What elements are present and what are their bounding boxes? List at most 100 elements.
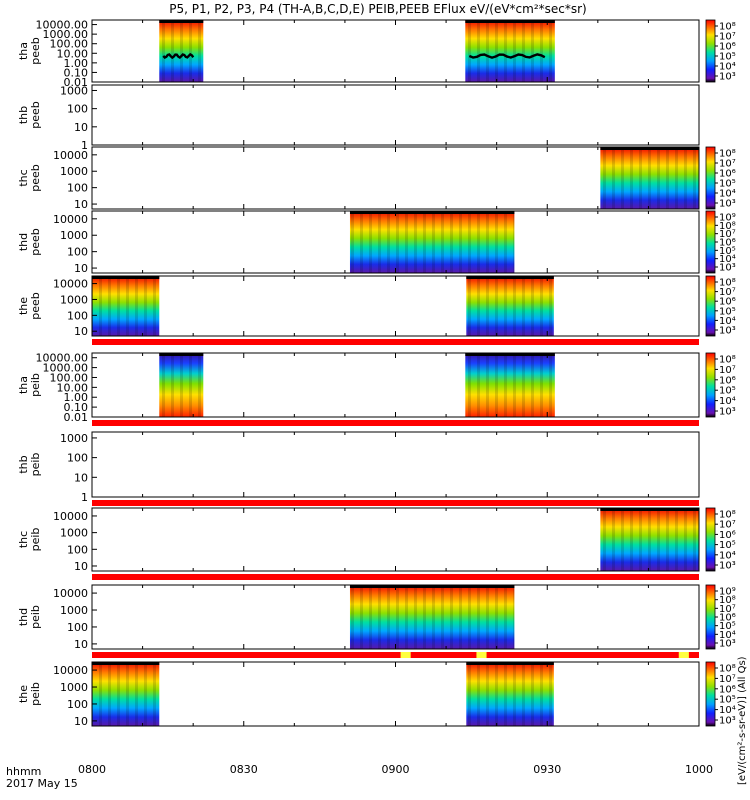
y-tick-label: 100 bbox=[67, 543, 88, 556]
panel-probe-label: thb bbox=[17, 455, 30, 473]
y-tick-label: 100.00 bbox=[50, 38, 89, 51]
colorbar-tick-label: 10⁶ bbox=[719, 375, 736, 386]
colorbar-tick-label: 10⁸ bbox=[719, 510, 736, 521]
colorbar-tick-label: 10⁴ bbox=[719, 316, 736, 327]
spectrogram-top-edge-1 bbox=[466, 662, 554, 665]
colorbar bbox=[705, 146, 716, 210]
y-tick-label: 100 bbox=[67, 103, 88, 116]
y-tick-label: 100 bbox=[67, 452, 88, 465]
y-tick-label: 1000 bbox=[60, 681, 88, 694]
spectrogram-texture-1 bbox=[465, 353, 555, 417]
colorbar bbox=[705, 19, 716, 83]
spectrogram-texture-0 bbox=[159, 20, 204, 82]
y-tick-label: 1000 bbox=[60, 229, 88, 242]
x-tick-label-0800: 0800 bbox=[78, 763, 106, 776]
panel-probe-label: thc bbox=[17, 169, 30, 186]
panel-instrument-label: peib bbox=[29, 453, 42, 477]
colorbar-tick-label: 10⁵ bbox=[719, 621, 736, 632]
colorbar-tick-label: 10⁶ bbox=[719, 42, 736, 53]
colorbar-tick-label: 10⁶ bbox=[719, 530, 736, 541]
colorbar-tick-label: 10³ bbox=[719, 326, 736, 337]
y-tick-label: 100 bbox=[67, 246, 88, 259]
y-tick-label: 1000.00 bbox=[43, 362, 89, 375]
colorbar bbox=[705, 584, 716, 650]
colorbar-tick-label: 10³ bbox=[719, 639, 736, 650]
x-tick-label-1000: 1000 bbox=[685, 763, 713, 776]
y-tick-label: 1000 bbox=[60, 165, 88, 178]
panel-probe-label: the bbox=[17, 297, 30, 315]
colorbar-tick-label: 10³ bbox=[719, 199, 736, 210]
y-tick-label: 10000 bbox=[53, 213, 88, 226]
y-tick-label: 0.10 bbox=[64, 66, 89, 79]
panel-instrument-label: peib bbox=[29, 373, 42, 397]
y-tick-label: 10000.00 bbox=[36, 352, 89, 365]
status-bar bbox=[92, 652, 699, 658]
colorbar-tick-label: 10⁵ bbox=[719, 386, 736, 397]
colorbar-tick-label: 10⁷ bbox=[719, 365, 736, 376]
spectrogram-top-edge-0 bbox=[92, 276, 160, 279]
colorbar-tick-label: 10⁴ bbox=[719, 630, 736, 641]
colorbar-tick-label: 10⁵ bbox=[719, 246, 736, 257]
panel-frame bbox=[91, 275, 700, 337]
y-tick-label: 100 bbox=[67, 698, 88, 711]
colorbar-tick-label: 10⁴ bbox=[719, 254, 736, 265]
panel-probe-label: thd bbox=[17, 608, 30, 626]
status-bar bbox=[92, 420, 699, 426]
y-tick-label: 1 bbox=[81, 491, 88, 504]
colorbar-tick-label: 10⁵ bbox=[719, 179, 736, 190]
colorbar-tick-label: 10⁷ bbox=[719, 520, 736, 531]
colorbar-tick-label: 10⁸ bbox=[719, 22, 736, 33]
y-tick-label: 0.01 bbox=[64, 411, 89, 424]
time-label: hhmm bbox=[6, 765, 41, 778]
spectrogram-texture-0 bbox=[349, 585, 515, 649]
colorbar-tick-label: 10⁸ bbox=[719, 664, 736, 675]
colorbar-tick-label: 10⁷ bbox=[719, 287, 736, 298]
panel-instrument-label: peeb bbox=[29, 228, 42, 256]
panel-frame bbox=[91, 84, 700, 146]
y-tick-label: 10 bbox=[74, 471, 88, 484]
panel-instrument-label: peeb bbox=[29, 164, 42, 192]
spectrogram-top-edge-0 bbox=[159, 353, 204, 356]
spectrogram-top-edge-0 bbox=[600, 508, 699, 511]
panel-instrument-label: peib bbox=[29, 605, 42, 629]
colorbar-tick-label: 10⁴ bbox=[719, 189, 736, 200]
spectrogram-top-edge-0 bbox=[159, 20, 204, 23]
panel-thb-peib: 1000 100 10 1 thb peib bbox=[17, 431, 700, 506]
colorbar-tick-label: 10⁶ bbox=[719, 169, 736, 180]
colorbar bbox=[705, 275, 716, 337]
status-bar bbox=[92, 339, 699, 345]
x-tick-label-0900: 0900 bbox=[382, 763, 410, 776]
y-tick-label: 10.00 bbox=[57, 381, 89, 394]
colorbar-tick-label: 10⁸ bbox=[719, 355, 736, 366]
colorbar-unit-label: [eV/(cm²-s-sr-eV)] (All Qs) bbox=[737, 656, 748, 785]
y-tick-label: 100.00 bbox=[50, 371, 89, 384]
y-tick-label: 1.00 bbox=[64, 391, 89, 404]
y-tick-label: 0.10 bbox=[64, 401, 89, 414]
y-tick-label: 1000 bbox=[60, 293, 88, 306]
y-tick-label: 10 bbox=[74, 715, 88, 728]
status-bar-yellow-mark-0 bbox=[400, 652, 411, 658]
panel-probe-label: thc bbox=[17, 531, 30, 548]
spectrogram-top-edge-1 bbox=[465, 20, 555, 23]
panel-instrument-label: peib bbox=[29, 682, 42, 706]
date-label: 2017 May 15 bbox=[6, 777, 78, 790]
colorbar-tick-label: 10⁷ bbox=[719, 604, 736, 615]
colorbar-tick-label: 10⁶ bbox=[719, 297, 736, 308]
colorbar-tick-label: 10³ bbox=[719, 263, 736, 274]
figure-title: P5, P1, P2, P3, P4 (TH-A,B,C,D,E) PEIB,P… bbox=[169, 2, 586, 16]
colorbar-tick-label: 10⁶ bbox=[719, 238, 736, 249]
colorbar bbox=[705, 661, 716, 727]
status-bar bbox=[92, 500, 699, 506]
spectrogram-top-edge-0 bbox=[600, 147, 699, 150]
colorbar-tick-label: 10⁵ bbox=[719, 52, 736, 63]
spectrogram-texture-0 bbox=[92, 662, 160, 726]
time-axis: 0800 0830 0900 0930 1000 hhmm 2017 May 1… bbox=[6, 763, 713, 790]
colorbar-tick-label: 10⁷ bbox=[719, 229, 736, 240]
status-bar-yellow-mark-2 bbox=[678, 652, 689, 658]
colorbar-tick-label: 10⁸ bbox=[719, 149, 736, 160]
sc-potential-line-1 bbox=[468, 53, 546, 59]
